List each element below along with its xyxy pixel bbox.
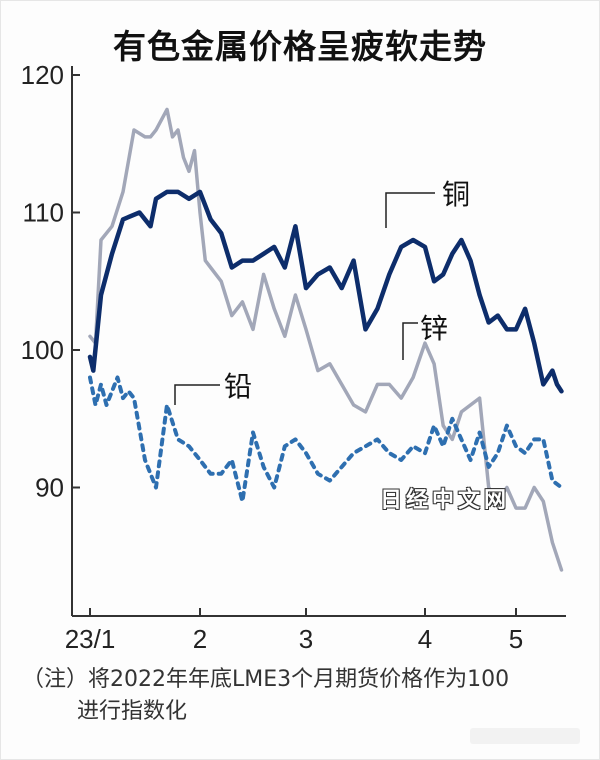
x-tick-label: 2 — [193, 624, 207, 654]
series-label-锌: 锌 — [420, 312, 448, 345]
y-tick-label: 100 — [21, 335, 64, 365]
y-axis-ticks: 90 100 110 120 — [21, 60, 80, 503]
watermark: 日经中文网 — [380, 488, 511, 513]
series-label-铜: 铜 — [442, 178, 470, 211]
footnote: （注）将2022年年底LME3个月期货价格作为100 进行指数化 — [22, 664, 509, 728]
series-line-铜 — [87, 189, 564, 394]
footnote-line1: 将2022年年底LME3个月期货价格作为100 — [88, 667, 510, 692]
y-tick-label: 120 — [21, 60, 64, 90]
series-label-铅: 铅 — [224, 370, 252, 403]
chart-title: 有色金属价格呈疲软走势 — [113, 27, 487, 66]
source-watermark — [470, 728, 580, 744]
x-tick-label: 4 — [418, 624, 432, 654]
y-tick-label: 110 — [23, 198, 64, 228]
x-tick-label: 3 — [299, 624, 313, 654]
x-tick-label: 23/1 — [65, 624, 116, 654]
x-tick-label: 5 — [509, 624, 523, 654]
footnote-prefix: （注） — [22, 667, 89, 692]
footnote-line2: 进行指数化 — [77, 699, 188, 724]
x-axis-ticks: 23/1 2 3 4 5 — [65, 608, 523, 654]
y-tick-label: 90 — [35, 473, 64, 503]
series-line-铅 — [88, 375, 564, 504]
series-lines — [87, 107, 564, 572]
series-labels: 铜锌铅 — [174, 178, 470, 405]
